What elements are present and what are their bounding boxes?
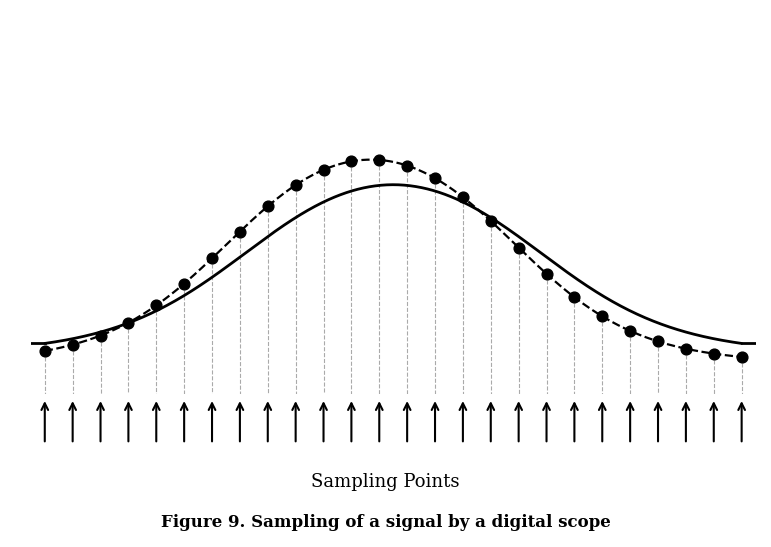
Point — [178, 279, 190, 288]
Point — [540, 270, 553, 278]
Point — [318, 165, 330, 174]
Point — [150, 301, 163, 310]
Point — [568, 293, 581, 301]
Point — [401, 161, 413, 170]
Point — [39, 347, 51, 356]
Point — [708, 350, 720, 358]
Point — [513, 243, 525, 252]
Point — [94, 331, 106, 340]
Point — [624, 327, 636, 335]
Point — [651, 337, 664, 346]
Point — [206, 254, 218, 263]
Text: Sampling Points: Sampling Points — [311, 473, 460, 491]
Point — [429, 174, 441, 183]
Point — [680, 344, 692, 353]
Point — [66, 340, 79, 349]
Point — [736, 352, 748, 361]
Point — [289, 181, 301, 189]
Point — [596, 312, 608, 321]
Point — [123, 318, 135, 327]
Point — [456, 193, 469, 201]
Point — [234, 227, 246, 236]
Text: Figure 9. Sampling of a signal by a digital scope: Figure 9. Sampling of a signal by a digi… — [160, 514, 611, 531]
Point — [261, 202, 274, 211]
Point — [345, 157, 358, 166]
Point — [373, 155, 386, 164]
Point — [485, 217, 497, 225]
